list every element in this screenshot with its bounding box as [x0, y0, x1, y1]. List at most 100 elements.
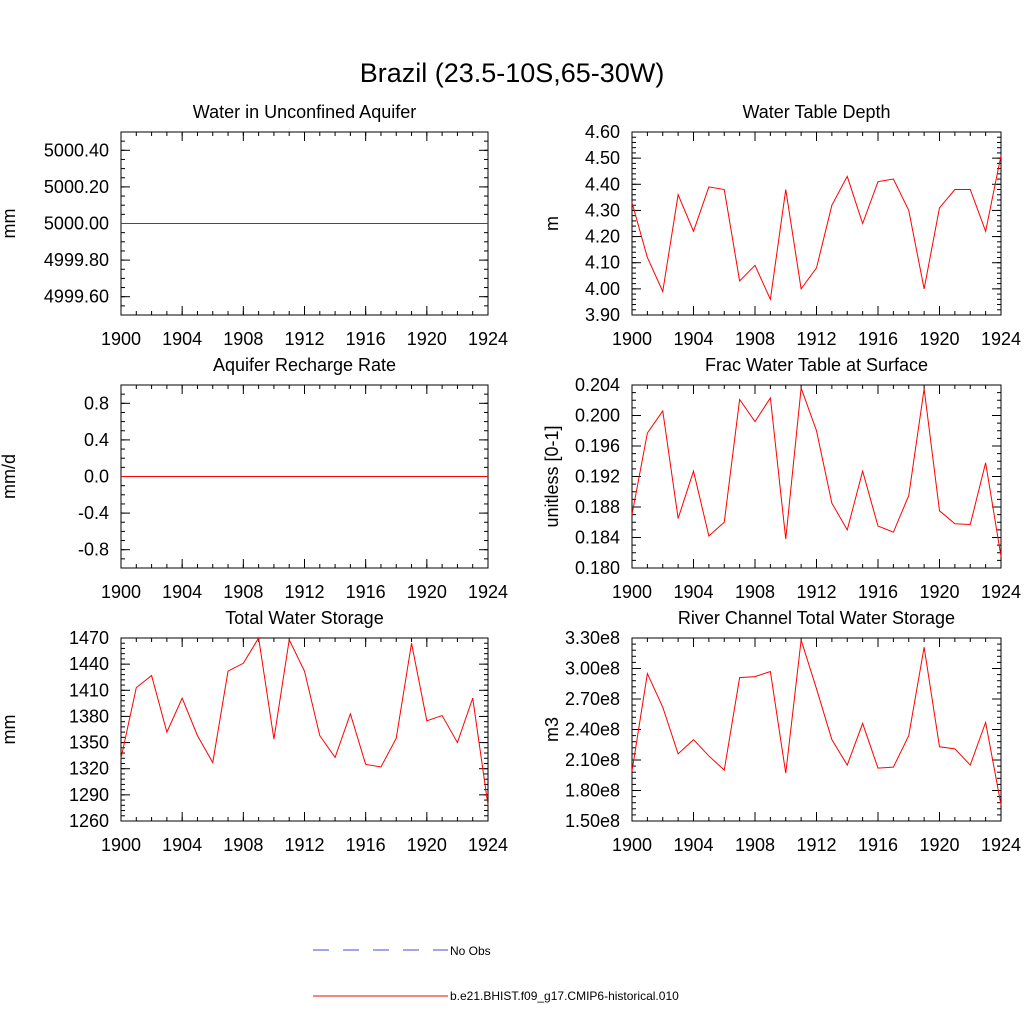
series-line: [631, 639, 1002, 805]
y-tick-label: 1350: [69, 733, 109, 753]
y-tick-label: 0.204: [575, 375, 620, 395]
x-tick-label: 1908: [223, 835, 263, 855]
x-tick-label: 1912: [796, 835, 836, 855]
x-tick-label: 1904: [673, 582, 713, 602]
x-tick-label: 1912: [796, 582, 836, 602]
legend-obs-label: No Obs: [450, 944, 491, 958]
y-tick-label: 0.180: [575, 558, 620, 578]
x-tick-label: 1916: [858, 835, 898, 855]
x-tick-label: 1912: [284, 329, 324, 349]
y-tick-label: 0.200: [575, 406, 620, 426]
y-tick-label: -0.8: [78, 540, 109, 560]
x-tick-label: 1920: [407, 835, 447, 855]
x-tick-label: 1900: [612, 582, 652, 602]
y-axis-label: mm: [0, 715, 19, 745]
x-tick-label: 1908: [735, 329, 775, 349]
panel-4: Frac Water Table at Surface unitless [0-1…: [542, 355, 1021, 602]
x-tick-label: 1900: [101, 582, 141, 602]
y-axis-label: mm: [0, 209, 19, 239]
x-tick-label: 1908: [223, 329, 263, 349]
y-tick-label: 0.188: [575, 497, 620, 517]
y-tick-label: 4.40: [585, 174, 620, 194]
panel-1: Water in Unconfined Aquifer mm 1900 1904 190…: [0, 102, 508, 349]
y-tick-label: 1290: [69, 785, 109, 805]
panel-6: River Channel Total Water Storage m3 1900 1…: [542, 608, 1021, 855]
x-tick-label: 1912: [284, 582, 324, 602]
x-tick-label: 1904: [162, 835, 202, 855]
y-tick-label: 4.60: [585, 122, 620, 142]
y-tick-label: 4999.80: [44, 250, 109, 270]
x-tick-label: 1916: [858, 582, 898, 602]
x-tick-label: 1904: [162, 582, 202, 602]
y-axis-label: unitless [0-1]: [542, 425, 562, 527]
legend-model-label: b.e21.BHIST.f09_g17.CMIP6-historical.010: [450, 989, 679, 1003]
panel-title: Frac Water Table at Surface: [705, 355, 928, 375]
plot-frame: [631, 384, 1002, 569]
y-tick-label: 2.10e8: [565, 750, 620, 770]
panels-group: Water in Unconfined Aquifer mm 1900 1904 190…: [0, 102, 1021, 855]
y-tick-label: 1380: [69, 706, 109, 726]
x-tick-label: 1920: [407, 329, 447, 349]
y-tick-label: -0.4: [78, 503, 109, 523]
x-tick-label: 1900: [612, 329, 652, 349]
y-axis-label: m: [542, 216, 562, 231]
x-tick-label: 1904: [162, 329, 202, 349]
x-tick-label: 1924: [468, 329, 508, 349]
y-tick-label: 0.0: [84, 467, 109, 487]
x-tick-label: 1920: [919, 582, 959, 602]
y-tick-label: 3.90: [585, 305, 620, 325]
y-tick-label: 0.196: [575, 436, 620, 456]
y-tick-label: 5000.20: [44, 177, 109, 197]
x-tick-label: 1924: [981, 329, 1021, 349]
y-tick-label: 3.00e8: [565, 659, 620, 679]
x-tick-label: 1912: [284, 835, 324, 855]
y-tick-label: 4.50: [585, 148, 620, 168]
x-tick-label: 1908: [735, 582, 775, 602]
y-tick-label: 4.10: [585, 253, 620, 273]
panel-3: Aquifer Recharge Rate mm/d 1900 1904 1908 191…: [0, 355, 508, 602]
x-tick-label: 1920: [407, 582, 447, 602]
panel-title: River Channel Total Water Storage: [678, 608, 955, 628]
y-tick-label: 1.80e8: [565, 781, 620, 801]
x-tick-label: 1900: [101, 835, 141, 855]
figure-title: Brazil (23.5-10S,65-30W): [360, 58, 665, 88]
y-tick-label: 4.20: [585, 227, 620, 247]
y-tick-label: 0.4: [84, 430, 109, 450]
y-tick-label: 1320: [69, 759, 109, 779]
x-tick-label: 1904: [673, 329, 713, 349]
panel-title: Water in Unconfined Aquifer: [193, 102, 416, 122]
x-tick-label: 1920: [919, 329, 959, 349]
panel-5: Total Water Storage mm 1900 1904 1908 1912 191…: [0, 608, 508, 855]
series-line: [631, 155, 1002, 302]
y-tick-label: 5000.40: [44, 140, 109, 160]
y-tick-label: 1410: [69, 680, 109, 700]
y-tick-label: 0.184: [575, 528, 620, 548]
y-axis-label: m3: [542, 717, 562, 742]
y-tick-label: 4999.60: [44, 287, 109, 307]
y-tick-label: 4.30: [585, 200, 620, 220]
plot-frame: [631, 637, 1002, 822]
y-tick-label: 2.70e8: [565, 689, 620, 709]
x-tick-label: 1924: [468, 582, 508, 602]
panel-2: Water Table Depth m 1900 1904 1908 1912 1916 19…: [542, 102, 1021, 349]
y-tick-label: 5000.00: [44, 214, 109, 234]
y-tick-label: 0.8: [84, 393, 109, 413]
x-tick-label: 1924: [468, 835, 508, 855]
x-tick-label: 1908: [223, 582, 263, 602]
x-tick-label: 1916: [858, 329, 898, 349]
y-tick-label: 3.30e8: [565, 628, 620, 648]
x-tick-label: 1912: [796, 329, 836, 349]
panel-title: Total Water Storage: [225, 608, 383, 628]
y-tick-label: 0.192: [575, 467, 620, 487]
plot-frame: [120, 637, 489, 822]
series-line: [120, 636, 489, 806]
legend: No Obs b.e21.BHIST.f09_g17.CMIP6-histori…: [313, 944, 679, 1003]
y-tick-label: 1470: [69, 628, 109, 648]
x-tick-label: 1908: [735, 835, 775, 855]
x-tick-label: 1916: [346, 835, 386, 855]
x-tick-label: 1924: [981, 835, 1021, 855]
x-tick-label: 1916: [346, 329, 386, 349]
y-tick-label: 4.00: [585, 279, 620, 299]
y-axis-label: mm/d: [0, 454, 19, 499]
